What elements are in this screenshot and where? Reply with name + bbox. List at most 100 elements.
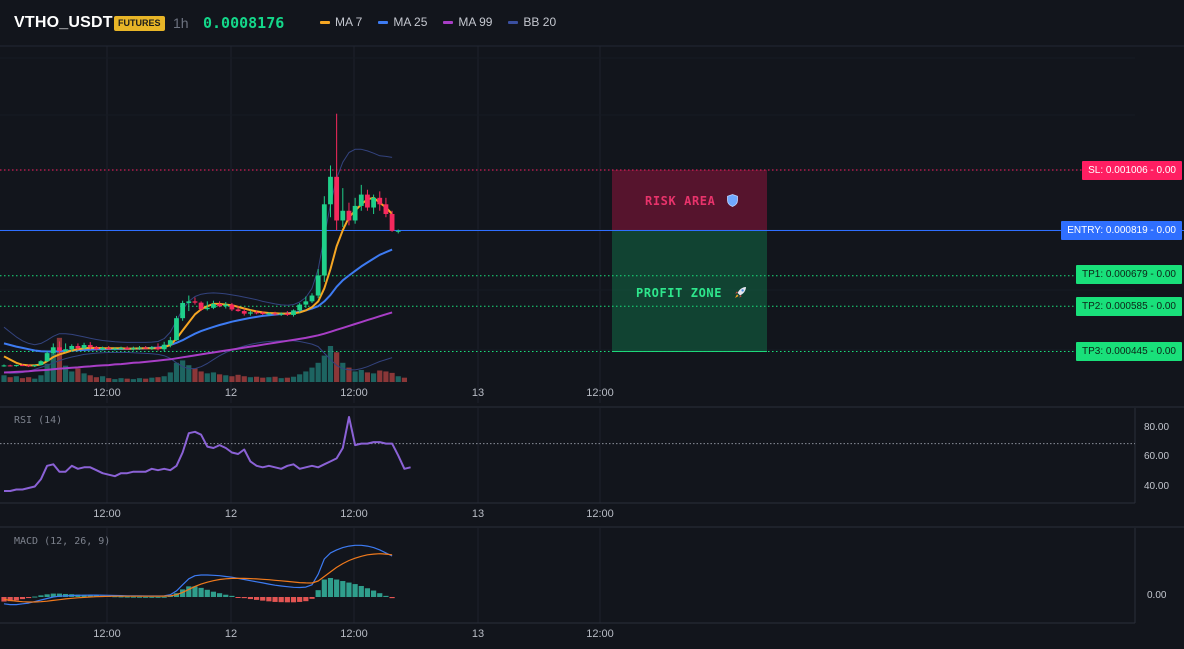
signal-line: [3, 553, 393, 603]
macd-histogram-bar: [7, 597, 13, 602]
macd-histogram-bar: [334, 579, 340, 597]
candle-body: [321, 204, 327, 276]
candle-body: [50, 347, 56, 354]
macd-histogram-bar: [260, 597, 266, 601]
macd-histogram-bar: [327, 578, 334, 597]
candle-body: [365, 194, 370, 208]
legend-ma25[interactable]: MA 25: [378, 15, 427, 29]
macd-histogram-bar: [229, 595, 235, 597]
macd-histogram-bar: [235, 597, 241, 598]
risk-area-zone: [612, 170, 767, 231]
volume-bar: [63, 365, 69, 382]
macd-histogram-bar: [161, 596, 167, 598]
volume-bar: [118, 378, 124, 382]
timeframe[interactable]: 1h: [173, 15, 189, 31]
macd-histogram-bar: [124, 596, 130, 598]
ma7-swatch: [320, 20, 330, 24]
macd-histogram-bar: [19, 597, 26, 600]
volume-bar: [44, 363, 50, 382]
volume-bar: [383, 371, 389, 382]
macd-histogram-bar: [290, 597, 297, 603]
candle-body: [130, 348, 136, 350]
macd-histogram-bar: [56, 593, 63, 597]
macd-histogram-bar: [38, 595, 44, 597]
candle-body: [161, 344, 167, 350]
candle-body: [94, 347, 99, 350]
macd-histogram-bar: [26, 597, 32, 599]
candle-body: [143, 347, 149, 349]
candle-body: [124, 347, 130, 350]
legend-bb20-label: BB 20: [523, 15, 557, 29]
candle-body: [297, 304, 303, 311]
legend-ma7[interactable]: MA 7: [320, 15, 362, 29]
shield-icon: [727, 194, 739, 210]
volume-bar: [56, 337, 63, 382]
sl-price-tag[interactable]: SL: 0.001006 - 0.00: [1082, 161, 1182, 180]
candle-body: [155, 347, 161, 350]
candle-body: [371, 197, 376, 208]
volume-bar: [186, 365, 192, 382]
candle-body: [211, 303, 216, 308]
futures-badge: FUTURES: [114, 16, 165, 31]
volume-bar: [75, 368, 81, 382]
macd-histogram-bar: [340, 581, 346, 597]
volume-bar: [173, 362, 180, 382]
volume-bar: [223, 375, 229, 382]
symbol-name[interactable]: VTHO_USDT: [14, 14, 113, 31]
candle-body: [75, 346, 81, 349]
x-axis-label: 13: [471, 628, 485, 640]
macd-histogram-bar: [32, 596, 38, 598]
candle-body: [137, 347, 142, 349]
legend-ma99[interactable]: MA 99: [443, 15, 492, 29]
macd-line: [3, 544, 393, 606]
rsi-line: [4, 416, 411, 492]
candle-body: [63, 349, 68, 352]
rsi-tick-label: 80.00: [1144, 421, 1170, 433]
risk-area-label: RISK AREA: [645, 194, 739, 210]
candle-body: [389, 214, 395, 231]
rsi-title: RSI (14): [14, 415, 63, 426]
macd-histogram-bar: [87, 595, 93, 597]
macd-histogram-bar: [44, 594, 50, 597]
volume-bar: [327, 346, 334, 382]
candle-body: [38, 361, 44, 366]
legend-bb20[interactable]: BB 20: [508, 15, 556, 29]
macd-histogram-bar: [241, 597, 247, 599]
bb-lower-line: [3, 340, 393, 374]
volume-bar: [235, 374, 241, 382]
volume-bar: [346, 367, 352, 382]
candle-body: [223, 304, 229, 307]
candle-body: [198, 302, 204, 310]
macd-histogram-bar: [149, 596, 155, 598]
ma99-line: [3, 311, 393, 374]
volume-bar: [38, 375, 44, 382]
entry-price-tag[interactable]: ENTRY: 0.000819 - 0.00: [1061, 221, 1182, 240]
volume-bar: [401, 377, 407, 382]
candle-body: [167, 340, 173, 345]
candle-body: [7, 365, 13, 367]
volume-bar: [272, 376, 278, 382]
macd-histogram-bar: [278, 597, 284, 603]
x-axis-label: 13: [471, 508, 485, 520]
volume-bar: [303, 371, 309, 382]
volume-bar: [81, 373, 87, 382]
candle-body: [20, 365, 25, 367]
tp1-price-tag[interactable]: TP1: 0.000679 - 0.00: [1076, 265, 1182, 284]
macd-histogram-bar: [389, 597, 395, 599]
candle-body: [377, 197, 383, 205]
macd-histogram-bar: [358, 585, 364, 597]
candle-body: [180, 302, 186, 319]
tp2-price-tag[interactable]: TP2: 0.000585 - 0.00: [1076, 297, 1182, 316]
volume-bar: [32, 378, 38, 382]
candle-body: [32, 365, 38, 367]
volume-bar: [315, 362, 321, 382]
volume-bar: [389, 372, 395, 382]
candle-body: [334, 176, 340, 221]
candle-body: [383, 204, 389, 214]
macd-title: MACD (12, 26, 9): [14, 536, 111, 547]
candle-body: [44, 353, 50, 362]
macd-histogram-bar: [309, 597, 315, 599]
tp3-price-tag[interactable]: TP3: 0.000445 - 0.00: [1076, 342, 1182, 361]
x-axis-label: 12:00: [93, 508, 121, 520]
